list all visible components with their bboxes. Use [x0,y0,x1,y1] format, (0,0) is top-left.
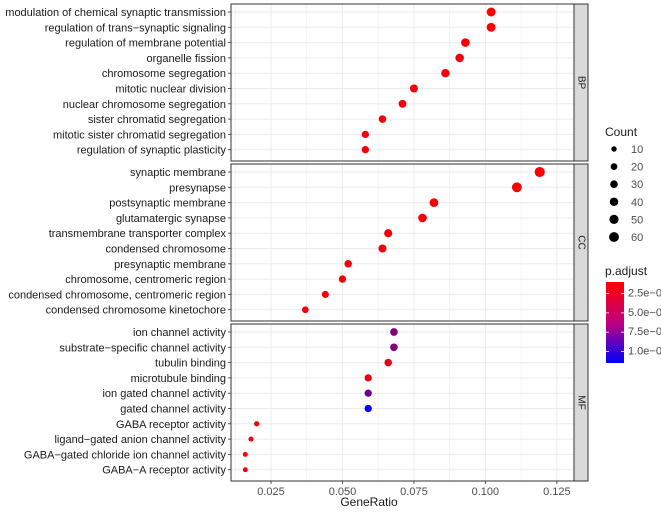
padjust-legend-label: 7.5e−07 [628,326,661,338]
term-label: nuclear chromosome segregation [63,99,226,111]
data-point [364,374,372,382]
term-label: regulation of membrane potential [65,38,226,50]
data-point [486,22,496,32]
count-legend-key [610,180,618,189]
data-point [378,244,387,253]
term-label: microtubule binding [131,373,226,385]
data-point [398,99,407,108]
data-point [338,275,347,283]
term-label: modulation of chemical synaptic transmis… [5,7,226,19]
data-point [461,38,470,47]
count-legend-key [610,163,618,170]
data-point [429,198,439,207]
term-label: chromosome, centromeric region [65,274,226,286]
term-label: mitotic sister chromatid segregation [53,129,226,141]
facet-strip [573,163,589,322]
panel-bp: modulation of chemical synaptic transmis… [5,3,589,162]
count-legend-label: 50 [631,214,643,226]
term-label: presynapse [169,182,226,194]
x-tick-label: 0.125 [543,486,571,498]
term-label: glutamatergic synapse [116,213,226,225]
count-legend-label: 20 [631,162,643,174]
term-label: postsynaptic membrane [109,198,226,210]
data-point [390,328,398,336]
padjust-colorbar [606,282,624,363]
term-label: ion gated channel activity [102,388,226,400]
count-legend-key [609,197,619,207]
facet-strip-label: MF [575,395,586,409]
facet-strip-label: CC [575,235,586,249]
facet-strip [573,323,589,482]
data-point [486,7,496,17]
data-point [441,69,450,78]
x-tick-label: 0.100 [472,486,500,498]
count-legend-key [609,214,619,224]
data-point [242,467,248,473]
data-point [384,358,392,367]
count-legend-key [609,232,619,242]
term-label: mitotic nuclear division [115,84,226,96]
padjust-legend-label: 2.5e−07 [628,288,661,300]
panel-mf: ion channel activity substrate−specific c… [24,323,589,482]
data-point [242,451,248,457]
term-label: regulation of synaptic plasticity [77,145,227,157]
term-label: ion channel activity [133,327,226,339]
term-label: condensed chromosome, centromeric region [8,289,226,301]
data-point [321,290,329,298]
term-label: presynaptic membrane [114,259,226,271]
facet-panels: modulation of chemical synaptic transmis… [5,3,589,482]
x-axis: 0.025 0.050 0.075 0.100 0.125 [257,481,571,498]
data-point [361,130,369,139]
facet-strip-label: BP [575,76,586,90]
x-tick-label: 0.025 [257,486,285,498]
count-legend-label: 30 [631,179,643,191]
data-point [344,260,352,268]
data-point [364,389,372,397]
padjust-legend-label: 1.0e−06 [628,345,661,357]
x-tick-label: 0.050 [329,486,357,498]
data-point [390,343,398,352]
data-point [248,436,254,442]
term-label: GABA−gated chloride ion channel activity [24,449,227,461]
term-label: sister chromatid segregation [88,114,226,126]
term-label: synaptic membrane [130,167,226,179]
data-point [511,182,522,193]
count-legend: Count 10 20 30 40 50 60 [605,125,643,244]
term-label: condensed chromosome kinetochore [46,305,226,317]
count-legend-key [611,146,617,152]
term-label: tubulin binding [155,358,226,370]
data-point [409,84,418,93]
padjust-legend-label: 5.0e−07 [628,307,661,319]
padjust-legend-title: p.adjust [605,264,648,278]
padjust-legend: p.adjust 2.5e−07 5.0e−07 7.5e−07 1.0e−06 [605,264,661,363]
count-legend-label: 10 [631,144,643,156]
data-point [361,146,369,154]
data-point [301,306,309,314]
data-point [534,166,545,178]
x-axis-title: GeneRatio [340,495,398,509]
count-legend-label: 40 [631,197,643,209]
count-legend-label: 60 [631,232,643,244]
data-point [254,421,260,427]
term-label: chromosome segregation [102,68,226,80]
x-tick-label: 0.075 [400,486,428,498]
data-point [364,404,372,413]
term-label: substrate−specific channel activity [59,342,226,354]
panel-cc: synaptic membrane presynapse postsynaptic … [8,163,589,322]
term-label: GABA receptor activity [116,419,227,431]
term-label: organelle fission [147,53,227,65]
data-point [455,53,464,63]
data-point [418,213,427,223]
term-label: transmembrane transporter complex [49,228,227,240]
term-label: gated channel activity [120,404,226,416]
term-label: regulation of trans−synaptic signaling [45,22,226,34]
data-point [384,229,393,238]
count-legend-title: Count [605,125,638,139]
term-label: ligand−gated anion channel activity [54,434,226,446]
facet-strip [573,3,589,162]
term-label: condensed chromosome [106,244,226,256]
term-label: GABA−A receptor activity [102,465,226,477]
data-point [378,115,387,123]
